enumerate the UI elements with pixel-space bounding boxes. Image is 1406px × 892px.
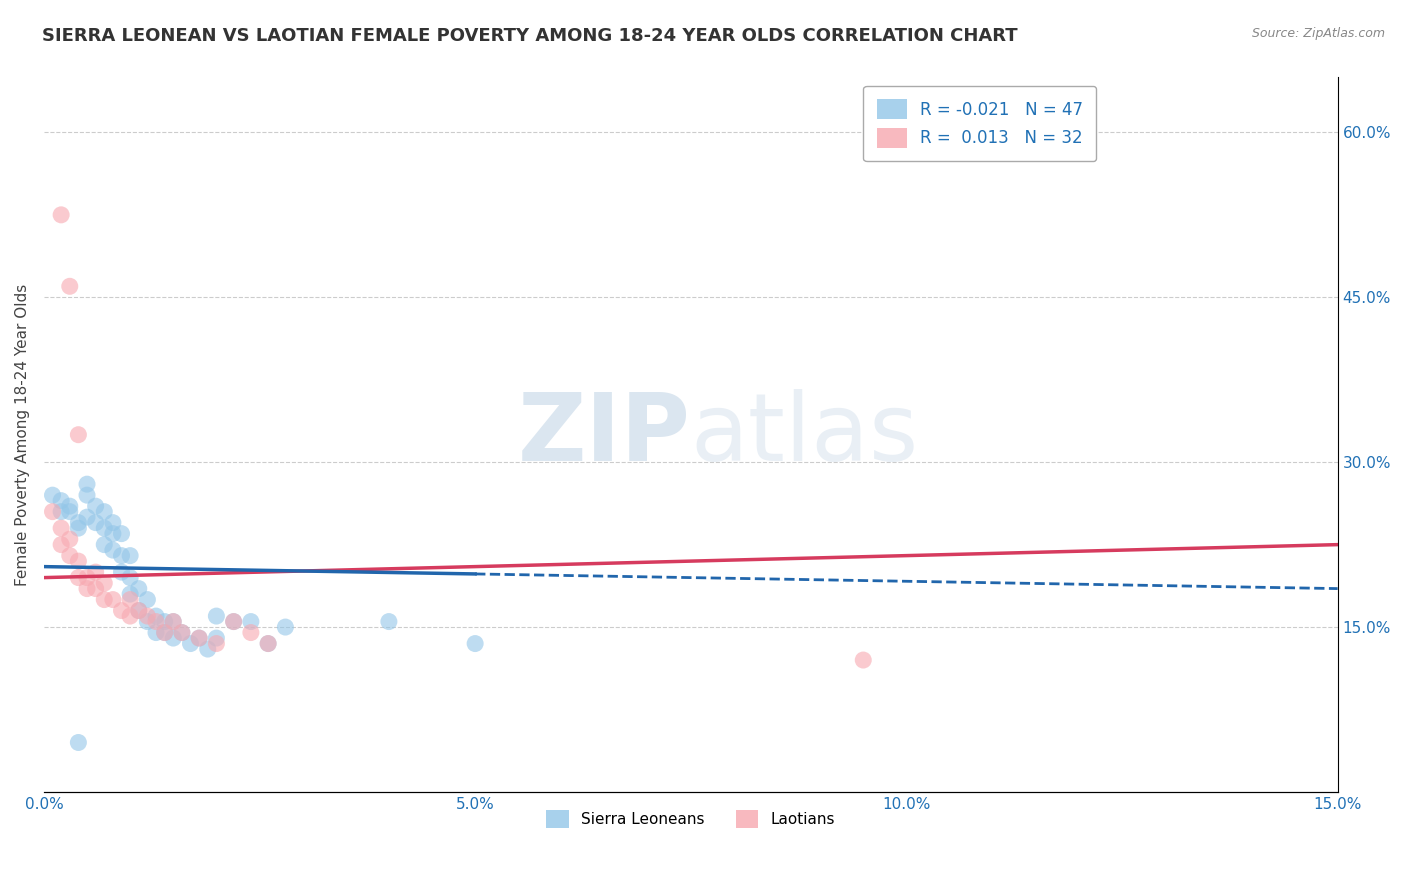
Point <box>110 526 132 541</box>
Point <box>110 604 132 618</box>
Point <box>101 516 124 530</box>
Point <box>41 505 63 519</box>
Point <box>120 549 142 563</box>
Point <box>76 571 98 585</box>
Point <box>49 538 72 552</box>
Point <box>136 609 159 624</box>
Point <box>67 521 90 535</box>
Point <box>128 604 150 618</box>
Point <box>145 615 167 629</box>
Point <box>274 620 297 634</box>
Point <box>59 279 82 293</box>
Point <box>145 625 167 640</box>
Text: ZIP: ZIP <box>517 389 690 481</box>
Point <box>84 499 107 513</box>
Point <box>188 631 211 645</box>
Point <box>93 576 115 591</box>
Point <box>49 493 72 508</box>
Point <box>110 549 132 563</box>
Point <box>257 636 280 650</box>
Point <box>128 604 150 618</box>
Point <box>49 208 72 222</box>
Point <box>170 625 193 640</box>
Point <box>239 615 262 629</box>
Point <box>153 625 176 640</box>
Point <box>145 609 167 624</box>
Point <box>59 505 82 519</box>
Point <box>852 653 875 667</box>
Point <box>170 625 193 640</box>
Point <box>378 615 401 629</box>
Point <box>162 615 184 629</box>
Point <box>101 592 124 607</box>
Point <box>197 642 219 657</box>
Point <box>222 615 245 629</box>
Text: atlas: atlas <box>690 389 920 481</box>
Point <box>101 526 124 541</box>
Point <box>67 735 90 749</box>
Point <box>59 549 82 563</box>
Point <box>120 571 142 585</box>
Point <box>76 510 98 524</box>
Point <box>153 615 176 629</box>
Point <box>67 516 90 530</box>
Point <box>67 571 90 585</box>
Point <box>222 615 245 629</box>
Point <box>180 636 202 650</box>
Point <box>188 631 211 645</box>
Point <box>464 636 486 650</box>
Point <box>239 625 262 640</box>
Point <box>93 538 115 552</box>
Point <box>205 609 228 624</box>
Point <box>205 636 228 650</box>
Point <box>59 532 82 546</box>
Point <box>76 477 98 491</box>
Point <box>93 592 115 607</box>
Point <box>101 543 124 558</box>
Text: Source: ZipAtlas.com: Source: ZipAtlas.com <box>1251 27 1385 40</box>
Point <box>41 488 63 502</box>
Point <box>93 521 115 535</box>
Legend: Sierra Leoneans, Laotians: Sierra Leoneans, Laotians <box>540 804 841 834</box>
Point <box>49 505 72 519</box>
Point <box>120 587 142 601</box>
Point <box>67 554 90 568</box>
Point <box>153 625 176 640</box>
Text: SIERRA LEONEAN VS LAOTIAN FEMALE POVERTY AMONG 18-24 YEAR OLDS CORRELATION CHART: SIERRA LEONEAN VS LAOTIAN FEMALE POVERTY… <box>42 27 1018 45</box>
Point <box>93 505 115 519</box>
Y-axis label: Female Poverty Among 18-24 Year Olds: Female Poverty Among 18-24 Year Olds <box>15 284 30 586</box>
Point <box>76 488 98 502</box>
Point <box>76 582 98 596</box>
Point <box>257 636 280 650</box>
Point <box>84 565 107 579</box>
Point <box>205 631 228 645</box>
Point <box>110 565 132 579</box>
Point <box>162 615 184 629</box>
Point <box>59 499 82 513</box>
Point <box>128 582 150 596</box>
Point <box>84 582 107 596</box>
Point <box>162 631 184 645</box>
Point <box>136 615 159 629</box>
Point <box>84 516 107 530</box>
Point <box>136 592 159 607</box>
Point <box>120 609 142 624</box>
Point <box>67 427 90 442</box>
Point <box>49 521 72 535</box>
Point <box>120 592 142 607</box>
